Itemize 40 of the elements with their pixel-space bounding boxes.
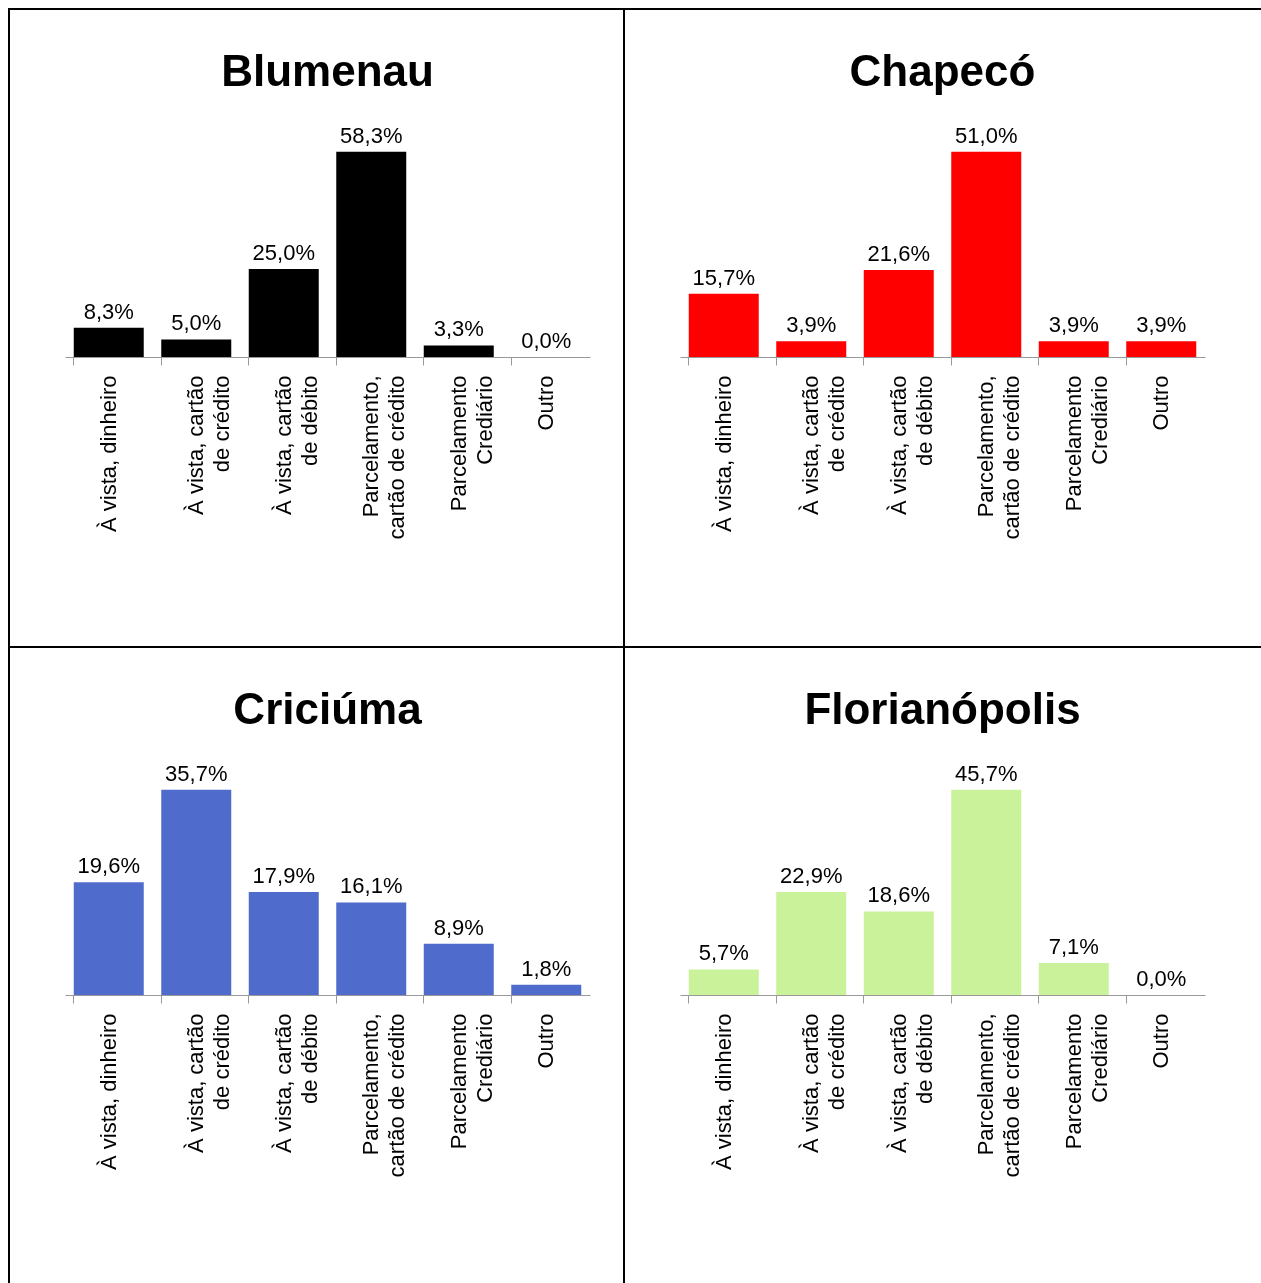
data-label: 16,1% bbox=[340, 873, 403, 899]
data-label: 3,3% bbox=[433, 316, 484, 342]
x-tick-label: À vista, dinheiro bbox=[710, 375, 736, 533]
data-label: 5,0% bbox=[171, 310, 222, 336]
data-label: 21,6% bbox=[867, 241, 930, 267]
data-label: 3,9% bbox=[1136, 312, 1187, 338]
x-tick-label: À vista, dinheiro bbox=[95, 1013, 121, 1171]
x-tick-label: Outro bbox=[533, 1013, 559, 1069]
x-tick-label: À vista, cartão de crédito bbox=[798, 375, 850, 515]
data-label: 0,0% bbox=[1136, 966, 1187, 991]
x-tick-label: Outro bbox=[1148, 1013, 1174, 1069]
x-tick-label: Outro bbox=[533, 375, 559, 431]
data-label: 25,0% bbox=[252, 239, 315, 265]
x-tick-label: À vista, dinheiro bbox=[710, 1013, 736, 1171]
x-tick-label: Outro bbox=[1148, 375, 1174, 431]
data-label: 22,9% bbox=[780, 863, 843, 889]
x-tick-label: À vista, cartão de crédito bbox=[798, 1013, 850, 1153]
data-label: 18,6% bbox=[867, 882, 930, 908]
data-label: 5,7% bbox=[698, 940, 749, 966]
data-label: 19,6% bbox=[77, 853, 140, 879]
data-label: 35,7% bbox=[165, 760, 228, 786]
data-label: 8,9% bbox=[433, 914, 484, 940]
data-label: 1,8% bbox=[521, 955, 572, 981]
data-label: 45,7% bbox=[955, 760, 1018, 786]
data-label: 15,7% bbox=[692, 264, 755, 290]
data-label: 3,9% bbox=[786, 312, 837, 338]
data-label: 0,0% bbox=[521, 328, 572, 353]
data-label: 17,9% bbox=[252, 863, 315, 889]
data-label: 51,0% bbox=[955, 122, 1018, 148]
x-tick-label: À vista, dinheiro bbox=[95, 375, 121, 533]
data-label: 8,3% bbox=[83, 298, 134, 324]
data-label: 3,9% bbox=[1048, 312, 1099, 338]
chart-title: Blumenau bbox=[221, 45, 434, 95]
chart-title: Chapecó bbox=[849, 45, 1036, 95]
data-label: 7,1% bbox=[1048, 934, 1099, 960]
chart-title: Criciúma bbox=[233, 683, 423, 733]
x-tick-label: À vista, cartão de crédito bbox=[183, 1013, 235, 1153]
x-tick-label: À vista, cartão de crédito bbox=[183, 375, 235, 515]
chart-title: Florianópolis bbox=[804, 683, 1081, 733]
data-label: 58,3% bbox=[340, 122, 403, 148]
